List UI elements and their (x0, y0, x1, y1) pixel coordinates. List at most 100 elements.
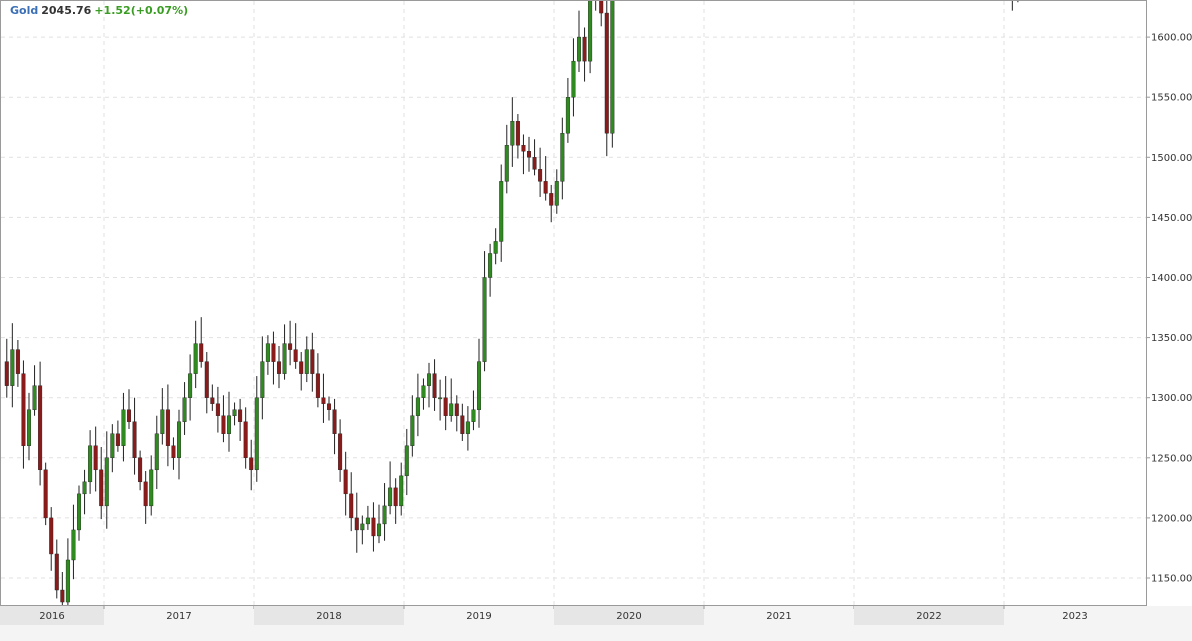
candle-down (38, 385, 43, 471)
candle-down (599, 0, 604, 14)
candle-up (360, 523, 365, 531)
y-tick-label: 1450.00 (1151, 213, 1192, 224)
candle-up (577, 36, 582, 62)
candle-up (10, 349, 15, 386)
candle-up (388, 487, 393, 507)
x-tick-label: 2019 (466, 611, 491, 622)
y-tick-label: 1150.00 (1151, 574, 1192, 585)
candle-up (421, 385, 426, 398)
candle-up (365, 517, 370, 525)
candle-down (460, 415, 465, 434)
candle-down (243, 421, 248, 458)
candle-up (560, 133, 565, 182)
candle-down (4, 361, 9, 386)
candle-up (260, 361, 265, 398)
candle-down (327, 403, 332, 410)
candle-up (110, 433, 115, 459)
candle-up (404, 445, 409, 477)
year-band (554, 606, 704, 625)
candle-down (49, 517, 54, 555)
y-tick-label: 1350.00 (1151, 333, 1192, 344)
candle-down (60, 589, 65, 603)
candle-up (254, 397, 259, 471)
x-tick-label: 2016 (39, 611, 64, 622)
x-tick-label: 2020 (616, 611, 641, 622)
candle-down (293, 349, 298, 362)
candle-down (315, 373, 320, 398)
year-band (854, 606, 1004, 625)
candle-down (343, 469, 348, 495)
y-tick-label: 1400.00 (1151, 273, 1192, 284)
candle-down (138, 457, 143, 483)
candle-down (288, 343, 293, 350)
candle-up (121, 409, 126, 446)
candle-up (482, 277, 487, 362)
candles (4, 0, 1019, 621)
candle-up (265, 343, 270, 362)
candle-down (432, 373, 437, 398)
candle-up (471, 409, 476, 422)
candle-up (477, 361, 482, 410)
candle-down (454, 403, 459, 416)
candle-up (76, 493, 81, 531)
candle-up (410, 415, 415, 446)
candle-down (543, 181, 548, 194)
candle-up (488, 253, 493, 278)
candle-down (604, 12, 609, 134)
change-label: +1.52(+0.07%) (94, 4, 189, 17)
candle-up (282, 343, 287, 374)
candle-up (27, 409, 32, 446)
y-tick-label: 1300.00 (1151, 393, 1192, 404)
candle-up (88, 445, 93, 483)
candle-down (371, 517, 376, 537)
candle-down (527, 151, 532, 158)
candle-up (304, 349, 309, 374)
candle-down (143, 481, 148, 507)
candle-down (210, 397, 215, 404)
y-tick-label: 1200.00 (1151, 513, 1192, 524)
year-band (0, 606, 104, 625)
candle-up (610, 0, 615, 134)
candle-up (188, 373, 193, 398)
x-tick-label: 2022 (916, 611, 941, 622)
candle-down (338, 433, 343, 471)
candle-down (393, 487, 398, 507)
candle-down (321, 397, 326, 404)
grid (1, 1, 1146, 605)
candle-up (499, 181, 504, 242)
candle-up (510, 121, 515, 146)
candle-down (443, 397, 448, 416)
plot-frame (0, 0, 1147, 606)
candle-down (215, 403, 220, 416)
candle-up (232, 409, 237, 416)
candle-down (354, 517, 359, 531)
candle-up (193, 343, 198, 374)
candle-down (165, 409, 170, 446)
candle-down (277, 361, 282, 374)
candle-down (310, 349, 315, 374)
candle-up (160, 409, 165, 434)
candle-up (149, 469, 154, 507)
candle-down (54, 553, 59, 591)
candle-up (65, 559, 70, 603)
candle-down (538, 169, 543, 182)
x-tick-label: 2017 (166, 611, 191, 622)
candle-down (332, 409, 337, 434)
symbol-label: Gold (10, 4, 39, 17)
candle-down (99, 469, 104, 507)
x-tick-label: 2023 (1062, 611, 1087, 622)
y-tick-label: 1250.00 (1151, 453, 1192, 464)
candle-up (399, 475, 404, 507)
candle-down (271, 343, 276, 362)
candle-up (154, 433, 159, 471)
candle-up (554, 181, 559, 206)
candle-down (43, 469, 48, 519)
candle-down (132, 421, 137, 458)
y-tick-label: 1550.00 (1151, 93, 1192, 104)
candle-up (176, 421, 181, 458)
candle-down (221, 415, 226, 434)
